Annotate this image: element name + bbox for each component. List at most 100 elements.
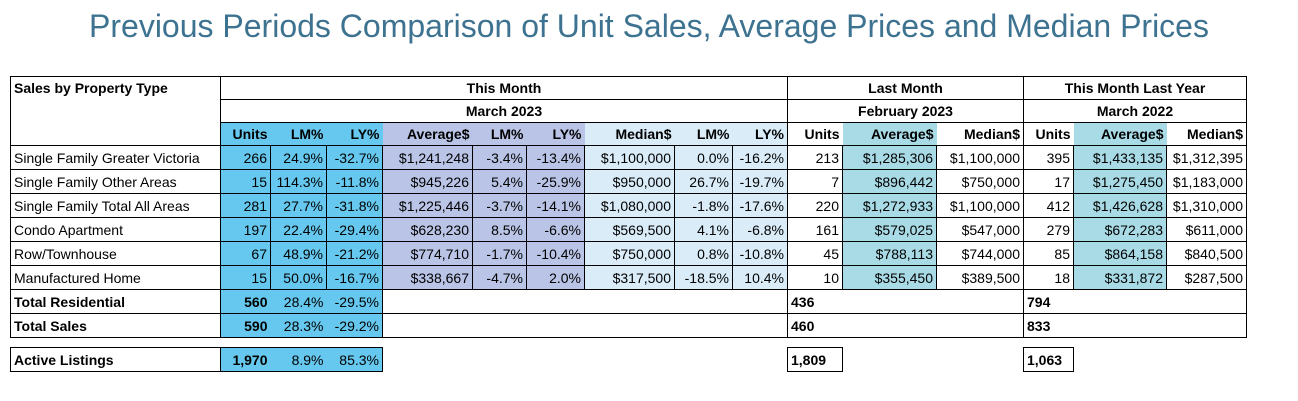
total-spacer <box>1073 313 1247 338</box>
total-spacer <box>1073 289 1247 314</box>
table-cell: $547,000 <box>936 217 1024 242</box>
row-label: Row/Townhouse <box>10 241 221 266</box>
column-header: Median$ <box>584 122 675 146</box>
total-last-year: 794 <box>1023 289 1074 314</box>
table-cell: 281 <box>220 193 271 218</box>
table-cell: $1,100,000 <box>584 145 675 170</box>
table-cell: 15 <box>220 169 271 194</box>
table-cell: 50.0% <box>270 265 327 290</box>
column-header: Median$ <box>1166 122 1247 146</box>
table-row: Row/Townhouse 67 48.9% -21.2% $774,710 -1.7% -… <box>10 241 1247 266</box>
table-cell: 15 <box>220 265 271 290</box>
table-cell: $579,025 <box>842 217 937 242</box>
row-label: Condo Apartment <box>10 217 221 242</box>
table-cell: $744,000 <box>936 241 1024 266</box>
table-cell: $331,872 <box>1073 265 1167 290</box>
column-header: LY% <box>526 122 585 146</box>
column-header: LY% <box>732 122 788 146</box>
table-cell: 0.0% <box>674 145 733 170</box>
table-cell: -17.6% <box>732 193 788 218</box>
table-cell: 197 <box>220 217 271 242</box>
table-cell: -21.2% <box>326 241 383 266</box>
table-cell: $569,500 <box>584 217 675 242</box>
table-cell: 161 <box>787 217 843 242</box>
table-cell: $1,426,628 <box>1073 193 1167 218</box>
table-cell: $1,433,135 <box>1073 145 1167 170</box>
table-row: Manufactured Home 15 50.0% -16.7% $338,667 -4… <box>10 265 1247 290</box>
row-label: Single Family Greater Victoria <box>10 145 221 170</box>
table-cell: -1.8% <box>674 193 733 218</box>
table-cell: $1,310,000 <box>1166 193 1247 218</box>
total-spacer <box>842 289 1024 314</box>
table-cell: -10.4% <box>526 241 585 266</box>
table-cell: -6.6% <box>526 217 585 242</box>
table-cell: 266 <box>220 145 271 170</box>
last-year-header: This Month Last Year <box>1023 76 1247 100</box>
table-cell: 412 <box>1023 193 1074 218</box>
table-cell: $317,500 <box>584 265 675 290</box>
table-cell: 10.4% <box>732 265 788 290</box>
table-cell: -31.8% <box>326 193 383 218</box>
total-row: Total Sales 590 28.3% -29.2% 460 833 <box>10 313 1247 338</box>
table-cell: 22.4% <box>270 217 327 242</box>
table-cell: $750,000 <box>936 169 1024 194</box>
table-cell: -18.5% <box>674 265 733 290</box>
table-cell: 213 <box>787 145 843 170</box>
table-cell: 220 <box>787 193 843 218</box>
total-lm: 28.4% <box>270 289 327 314</box>
active-spacer <box>1074 348 1247 372</box>
table-cell: $788,113 <box>842 241 937 266</box>
column-header: LM% <box>270 122 327 146</box>
table-cell: $840,500 <box>1166 241 1247 266</box>
total-units: 560 <box>220 289 271 314</box>
table-cell: $1,225,446 <box>382 193 473 218</box>
table-cell: -4.7% <box>472 265 527 290</box>
table-cell: -29.4% <box>326 217 383 242</box>
last-year-period: March 2022 <box>1023 99 1247 123</box>
column-header: LM% <box>472 122 527 146</box>
table-cell: -14.1% <box>526 193 585 218</box>
total-spacer <box>382 313 788 338</box>
table-cell: $950,000 <box>584 169 675 194</box>
table-cell: 27.7% <box>270 193 327 218</box>
total-row: Total Residential 560 28.4% -29.5% 436 794 <box>10 289 1247 314</box>
this-month-period: March 2023 <box>220 99 788 123</box>
table-cell: $611,000 <box>1166 217 1247 242</box>
table-cell: -16.7% <box>326 265 383 290</box>
table-cell: $628,230 <box>382 217 473 242</box>
row-gap <box>11 338 1247 348</box>
table-cell: -1.7% <box>472 241 527 266</box>
table-cell: -32.7% <box>326 145 383 170</box>
column-header: LY% <box>326 122 383 146</box>
table-cell: 24.9% <box>270 145 327 170</box>
table-cell: 48.9% <box>270 241 327 266</box>
column-header: Average$ <box>842 122 937 146</box>
total-last-month: 436 <box>787 289 843 314</box>
column-header: Units <box>220 122 271 146</box>
row-label: Single Family Total All Areas <box>10 193 221 218</box>
table-cell: $896,442 <box>842 169 937 194</box>
column-header: Average$ <box>1073 122 1167 146</box>
table-cell: $864,158 <box>1073 241 1167 266</box>
table-cell: 67 <box>220 241 271 266</box>
table-cell: 8.5% <box>472 217 527 242</box>
total-ly: -29.2% <box>326 313 383 338</box>
table-cell: -10.8% <box>732 241 788 266</box>
column-header: Units <box>1023 122 1074 146</box>
active-spacer <box>383 348 788 372</box>
total-units: 590 <box>220 313 271 338</box>
table-cell: $1,275,450 <box>1073 169 1167 194</box>
total-ly: -29.5% <box>326 289 383 314</box>
active-spacer <box>843 348 1024 372</box>
total-lm: 28.3% <box>270 313 327 338</box>
table-cell: $338,667 <box>382 265 473 290</box>
table-cell: -13.4% <box>526 145 585 170</box>
table-cell: $1,241,248 <box>382 145 473 170</box>
active-lm: 8.9% <box>270 347 327 372</box>
total-label: Total Sales <box>10 313 221 338</box>
table-row: Single Family Other Areas 15 114.3% -11.8% $… <box>10 169 1247 194</box>
table-cell: $389,500 <box>936 265 1024 290</box>
table-cell: $287,500 <box>1166 265 1247 290</box>
table-cell: 26.7% <box>674 169 733 194</box>
total-last-year: 833 <box>1023 313 1074 338</box>
